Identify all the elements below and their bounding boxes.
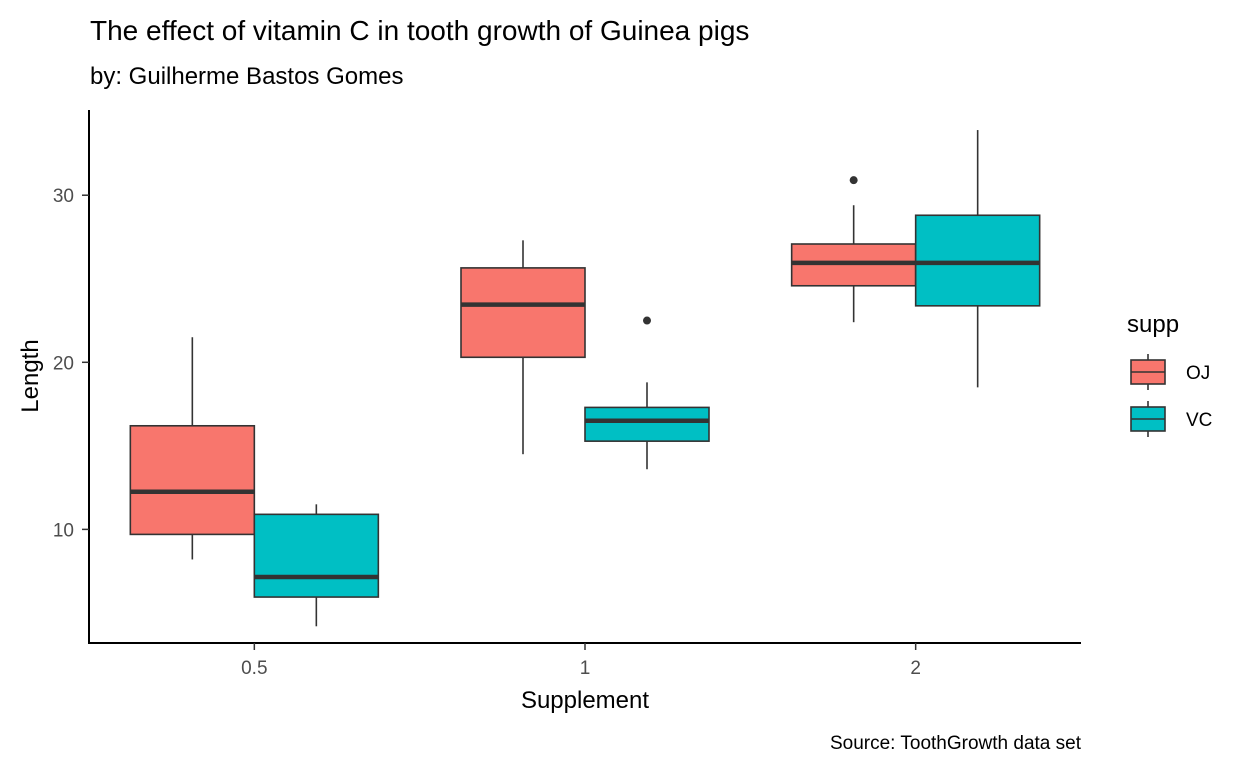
box-iqr (460, 267, 586, 359)
box-iqr (584, 406, 710, 442)
box-vc-1 (584, 316, 710, 470)
x-tick-label: 1 (580, 658, 591, 679)
x-axis-ticks: 0.5 1 2 (241, 643, 921, 679)
plot-area (129, 130, 1041, 627)
box-iqr (914, 214, 1041, 307)
y-tick-label: 20 (53, 353, 74, 374)
chart-subtitle: by: Guilherme Bastos Gomes (90, 63, 403, 90)
box-vc-2 (914, 130, 1041, 388)
chart-caption: Source: ToothGrowth data set (830, 733, 1082, 754)
legend-key-oj: OJ (1130, 354, 1210, 390)
y-tick-label: 10 (53, 520, 74, 541)
outlier-point (849, 176, 858, 185)
legend-label: VC (1186, 410, 1212, 431)
legend-title: supp (1127, 311, 1179, 338)
outlier-point (643, 316, 651, 325)
box-oj-0.5 (129, 337, 256, 560)
chart-title: The effect of vitamin C in tooth growth … (90, 15, 749, 46)
legend: supp OJ VC (1127, 311, 1212, 437)
legend-key-vc: VC (1130, 401, 1212, 437)
y-axis-ticks: 10 20 30 (53, 186, 89, 541)
x-tick-label: 2 (910, 658, 921, 679)
box-oj-1 (460, 240, 586, 455)
y-axis-title: Length (17, 339, 44, 412)
box-iqr (129, 424, 256, 536)
box-oj-2 (790, 176, 917, 323)
legend-label: OJ (1186, 363, 1210, 384)
box-iqr (253, 513, 380, 598)
x-axis-title: Supplement (521, 687, 649, 714)
box-vc-0.5 (253, 504, 380, 627)
y-tick-label: 30 (53, 186, 74, 207)
x-tick-label: 0.5 (241, 658, 267, 679)
